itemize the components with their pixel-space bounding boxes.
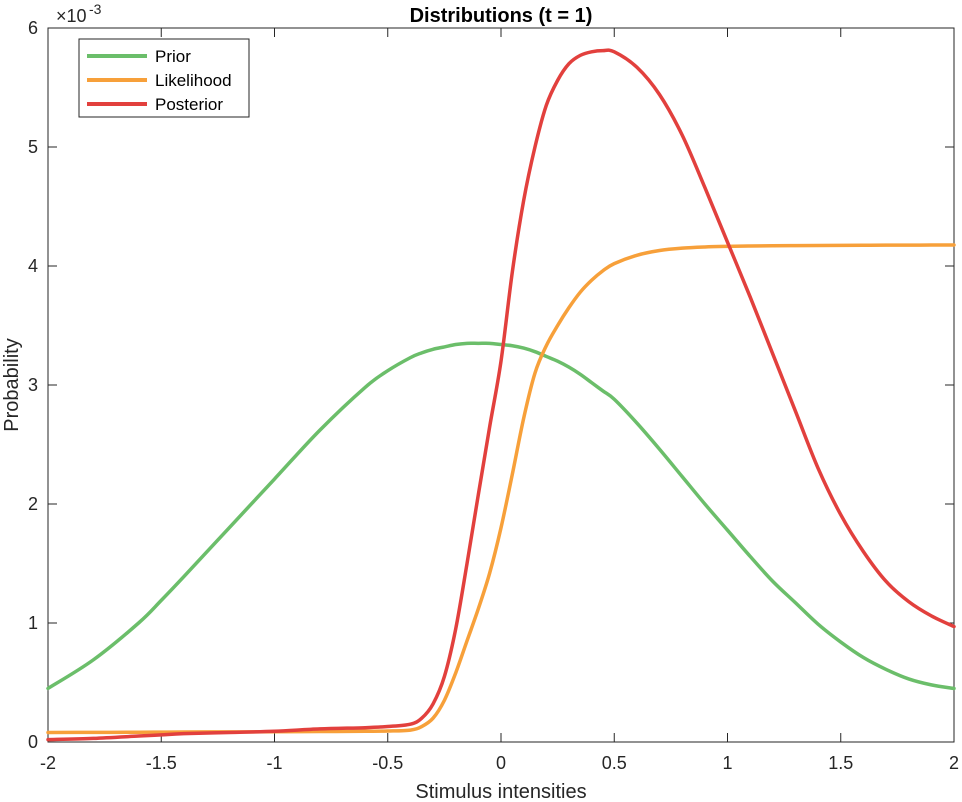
y-tick-label: 5 xyxy=(28,137,38,157)
chart-title: Distributions (t = 1) xyxy=(410,5,593,27)
series-line-prior xyxy=(46,341,956,691)
y-tick-label: 4 xyxy=(28,256,38,276)
plot-area xyxy=(47,27,955,743)
y-axis-label: Probability xyxy=(1,338,23,431)
legend: Prior Likelihood Posterior xyxy=(78,38,250,118)
legend-label-prior: Prior xyxy=(155,47,191,66)
y-tick-label: 3 xyxy=(28,375,38,395)
x-tick-label: -0.5 xyxy=(372,753,403,773)
series-line-posterior xyxy=(46,48,956,742)
y-exponent-power: -3 xyxy=(89,1,102,17)
y-tick-label: 0 xyxy=(28,732,38,752)
y-tick-label: 6 xyxy=(28,18,38,38)
x-tick-label: 0 xyxy=(496,753,506,773)
x-tick-label: 1 xyxy=(722,753,732,773)
y-tick-label: 1 xyxy=(28,613,38,633)
axis-ticks: -2 -1.5 -1 -0.5 0 0.5 1 1.5 2 0 1 2 3 4 5 6 xyxy=(28,18,959,773)
x-tick-label: 0.5 xyxy=(602,753,627,773)
x-tick-label: -1.5 xyxy=(146,753,177,773)
x-tick-label: 2 xyxy=(949,753,959,773)
y-exponent-base: ×10 xyxy=(56,6,87,26)
series-lines xyxy=(46,48,956,742)
series-line-likelihood xyxy=(46,243,956,735)
x-tick-label: -1 xyxy=(266,753,282,773)
y-axis-exponent-label: ×10 -3 xyxy=(56,1,102,26)
x-axis-label: Stimulus intensities xyxy=(415,781,586,802)
legend-label-likelihood: Likelihood xyxy=(155,71,232,90)
x-tick-label: -2 xyxy=(40,753,56,773)
axes-box xyxy=(47,27,955,743)
y-tick-label: 2 xyxy=(28,494,38,514)
legend-label-posterior: Posterior xyxy=(155,95,223,114)
x-tick-label: 1.5 xyxy=(828,753,853,773)
